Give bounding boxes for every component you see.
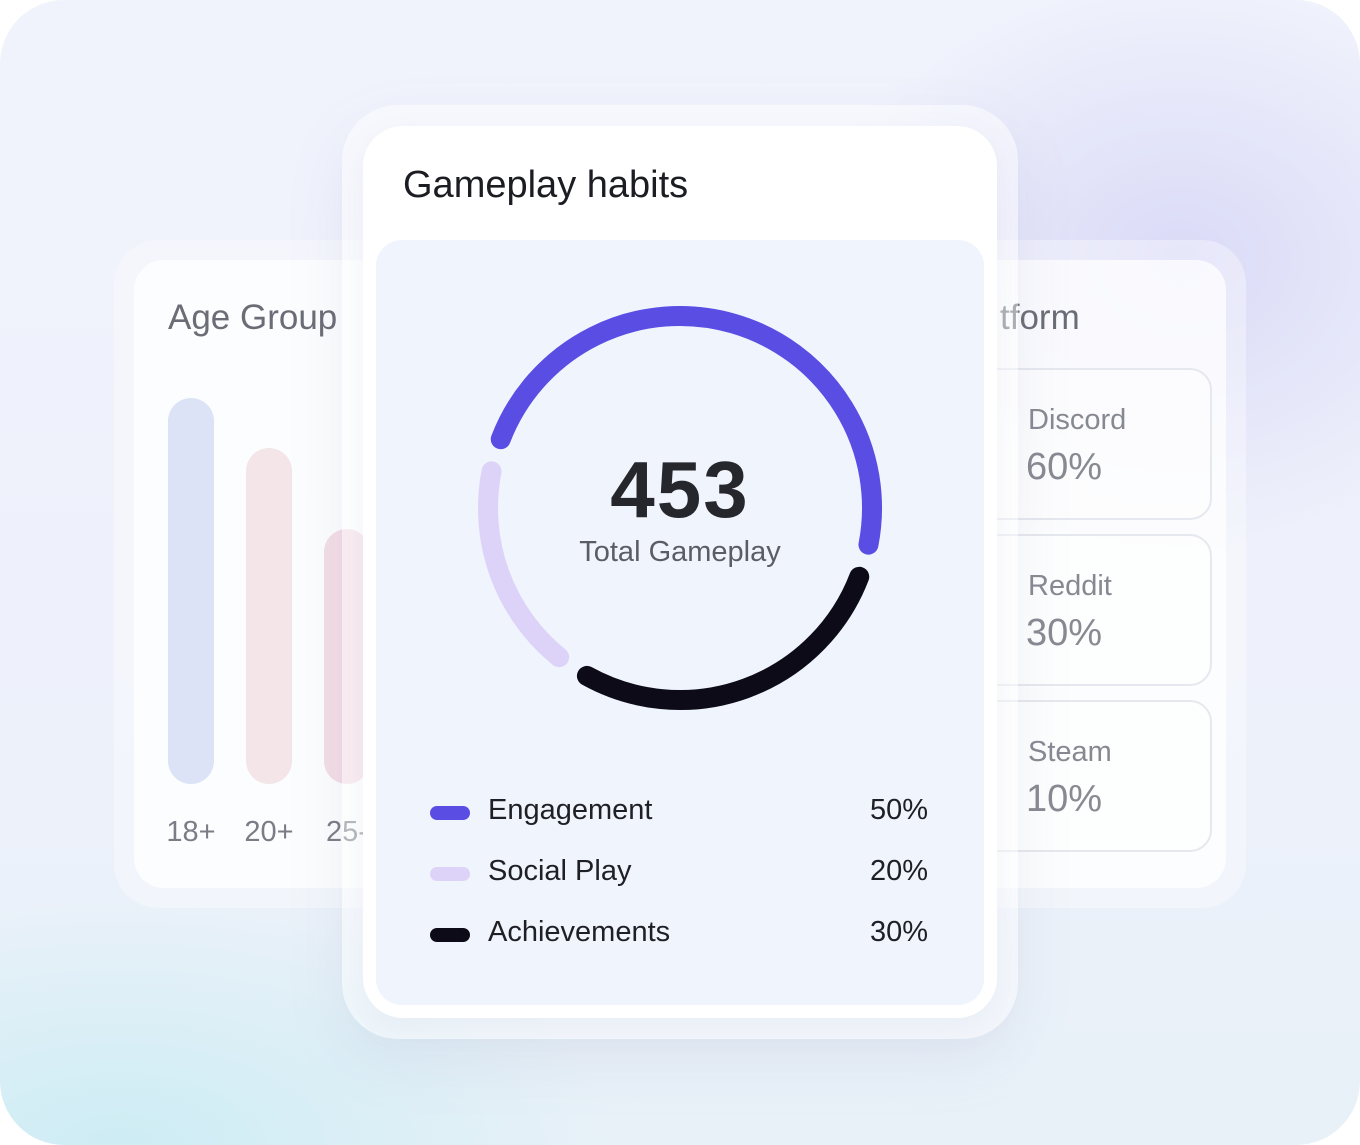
platform-percent: 60% xyxy=(1026,446,1103,488)
platform-name: Reddit xyxy=(1028,570,1112,602)
age-bar-2 xyxy=(246,448,292,784)
age-bar-label: 20+ xyxy=(244,816,294,848)
age-bar-label: 18+ xyxy=(166,816,216,848)
donut-segment-achievements[interactable] xyxy=(576,566,870,710)
total-gameplay-label: Total Gameplay xyxy=(579,536,781,568)
age-bar-1 xyxy=(168,398,214,784)
legend-value: 50% xyxy=(869,794,928,826)
legend-value: 30% xyxy=(869,916,928,948)
donut-segment-engagement[interactable] xyxy=(490,306,882,555)
total-gameplay-value: 453 xyxy=(610,445,750,534)
legend-swatch xyxy=(430,867,470,881)
legend-value: 20% xyxy=(869,855,928,887)
platform-percent: 10% xyxy=(1026,778,1103,820)
platform-name: Steam xyxy=(1028,736,1112,768)
legend-label: Engagement xyxy=(488,794,653,826)
legend-label: Achievements xyxy=(488,916,671,948)
chart-panel: 453 Total Gameplay Engagement 50% Social P… xyxy=(376,240,984,1005)
gameplay-habits-card: Gameplay habits 453 Total Gameplay Engag… xyxy=(363,126,997,1018)
platform-title-text: tform xyxy=(1000,298,1080,337)
platform-name: Discord xyxy=(1028,404,1127,436)
age-bar-label: 25- xyxy=(326,816,368,848)
donut-chart xyxy=(478,306,882,710)
legend-swatch xyxy=(430,928,470,942)
legend-item-achievements[interactable]: Achievements 30% xyxy=(430,916,928,956)
platform-percent: 30% xyxy=(1026,612,1103,654)
legend-item-social-play[interactable]: Social Play 20% xyxy=(430,855,928,895)
legend-label: Social Play xyxy=(488,855,632,887)
age-bar-3 xyxy=(324,529,370,784)
card-title: Gameplay habits xyxy=(403,164,689,206)
legend-item-engagement[interactable]: Engagement 50% xyxy=(430,794,928,834)
age-group-title: Age Group xyxy=(168,298,338,337)
legend-swatch xyxy=(430,806,470,820)
donut-segment-social-play[interactable] xyxy=(478,461,570,668)
